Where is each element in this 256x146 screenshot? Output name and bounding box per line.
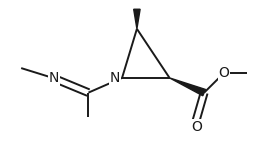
Text: N: N — [49, 71, 59, 85]
Polygon shape — [134, 9, 140, 29]
Text: O: O — [191, 120, 202, 134]
Text: N: N — [110, 71, 120, 85]
Text: O: O — [219, 66, 229, 80]
Polygon shape — [169, 78, 206, 96]
